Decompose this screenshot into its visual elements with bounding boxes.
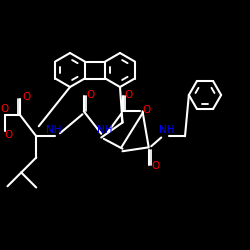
Text: O: O [22,92,30,102]
Text: O: O [0,104,9,115]
Text: O: O [142,105,150,115]
Text: O: O [124,90,133,100]
Text: O: O [151,161,159,171]
Text: O: O [86,90,94,100]
Text: NH: NH [96,125,112,135]
Text: O: O [4,130,13,140]
Text: NH: NH [46,125,62,135]
Text: NH: NH [158,125,174,135]
